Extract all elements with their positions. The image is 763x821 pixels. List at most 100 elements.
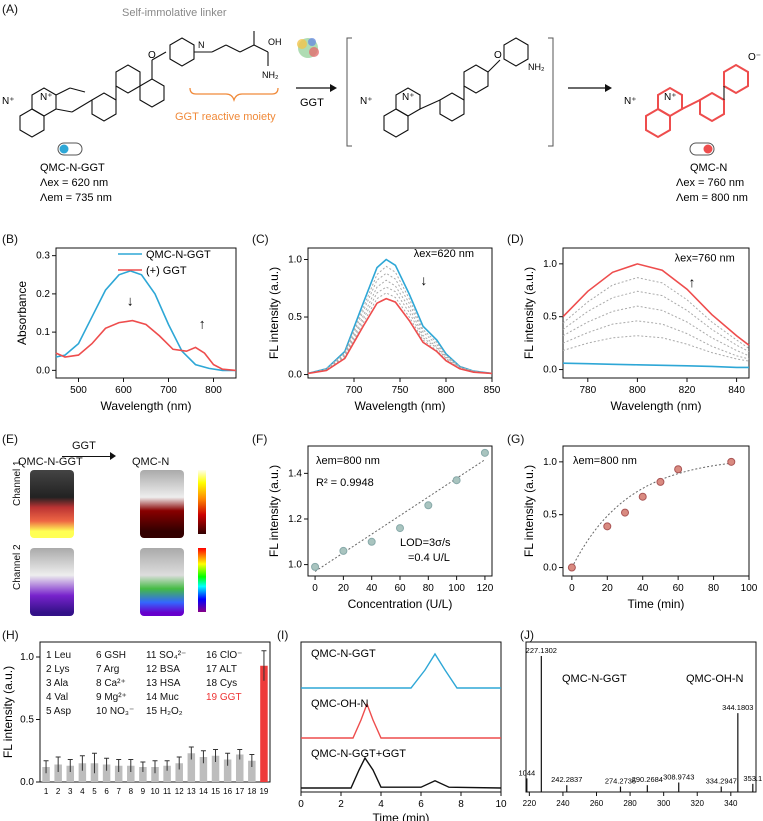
up-arrow: ↑ — [688, 274, 695, 290]
x-tick-label: 9 — [141, 787, 146, 796]
legend-item: 18 Cys — [206, 678, 237, 689]
enzyme-icon — [297, 38, 319, 58]
x-tick-label: 8 — [129, 787, 134, 796]
series-line-end — [562, 263, 750, 346]
svg-text:O⁻: O⁻ — [748, 52, 761, 63]
channel-2-label: Channel 2 — [12, 544, 23, 590]
product-name: QMC-N — [690, 162, 727, 174]
x-tick-label: 500 — [70, 385, 87, 396]
xanthene-ring-1 — [91, 92, 117, 122]
x-tick-label: 1 — [44, 787, 49, 796]
tube-probe-ch2 — [30, 548, 74, 616]
x-tick-label: 820 — [679, 385, 696, 396]
x-tick-label: 19 — [259, 787, 268, 796]
panel-label-b: (B) — [2, 232, 18, 246]
x-tick-label: 14 — [199, 787, 208, 796]
chart-absorbance: 500 600 700 800 0.0 0.1 0.2 0.3 Wavelength (nm) A… — [15, 247, 237, 413]
probe-em: Λem = 735 nm — [40, 192, 112, 204]
x-tick-label: 800 — [205, 385, 222, 396]
bar — [235, 754, 244, 782]
fit-curve — [571, 462, 732, 568]
y-tick-label: 0.0 — [543, 563, 557, 574]
probe-name: QMC-N-GGT — [40, 162, 105, 174]
series-line-qmc-n-ggt — [55, 270, 236, 372]
series-line-start — [307, 258, 493, 375]
svg-text:N⁺: N⁺ — [664, 92, 677, 103]
y-axis-label: Absorbance — [15, 281, 29, 345]
legend-item: 8 Ca²⁺ — [96, 678, 126, 689]
annotation: λem=800 nm — [573, 455, 637, 467]
legend-item: 2 Lys — [46, 664, 70, 675]
plot-frame — [562, 445, 750, 577]
chart-hplc: 0 2 4 6 8 10 Time (min) QMC-N-GGT QMC-OH-N QMC-N-… — [298, 641, 507, 821]
bar — [175, 763, 183, 782]
plot-frame — [55, 247, 237, 379]
y-tick-label: 1.0 — [288, 560, 302, 571]
data-point — [603, 522, 612, 531]
data-point — [367, 537, 376, 546]
x-axis-label: Time (min) — [628, 597, 685, 611]
x-tick-label: 20 — [338, 583, 350, 594]
bar — [78, 763, 87, 782]
peak-label: 227.1302 — [526, 646, 557, 655]
x-tick-label: 10 — [495, 799, 507, 810]
svg-text:N⁺: N⁺ — [402, 92, 415, 103]
panel-label-a: (A) — [2, 2, 18, 16]
x-tick-label: 80 — [423, 583, 435, 594]
legend-item: 10 NO₃⁻ — [96, 706, 134, 717]
panel-label-i: (I) — [277, 628, 289, 642]
colorbar-ch1 — [198, 470, 206, 534]
data-point — [339, 546, 348, 555]
chart-time-course: 0 20 40 60 80 100 0.0 0.5 1.0 Time (min) FL intens… — [522, 445, 758, 611]
legend-item: 3 Ala — [46, 678, 69, 689]
y-tick-label: 0.3 — [36, 251, 50, 262]
y-axis-label: FL intensity (a.u.) — [1, 666, 15, 758]
peak-label: 1044 — [518, 768, 535, 777]
x-tick-label: 320 — [691, 799, 705, 808]
x-tick-label: 840 — [728, 385, 745, 396]
amine-nh2: NH₂ — [262, 70, 279, 80]
bar — [151, 767, 159, 782]
trace-label: QMC-OH-N — [311, 698, 368, 710]
x-tick-label: 0 — [312, 583, 318, 594]
peak-label: 353.1 — [743, 774, 762, 783]
x-tick-label: 800 — [629, 385, 646, 396]
y-tick-label: 0.5 — [20, 715, 34, 726]
peak-label: 290.2684 — [632, 775, 663, 784]
x-tick-label: 340 — [724, 799, 738, 808]
panel-label-d: (D) — [507, 232, 524, 246]
benzyl-ring — [169, 37, 195, 67]
y-tick-label: 0.0 — [20, 777, 34, 788]
x-tick-label: 120 — [477, 583, 494, 594]
series-line-t3 — [307, 279, 493, 374]
peak-label: 344.1803 — [722, 703, 753, 712]
x-axis-label: Wavelength (nm) — [611, 399, 702, 413]
down-arrow: ↓ — [127, 292, 134, 308]
carboxyl-oh: OH — [268, 37, 282, 47]
legend-item: 16 ClO⁻ — [206, 650, 242, 661]
chromatogram-qmc-n-ggt-ggt — [301, 756, 502, 789]
x-tick-label: 780 — [579, 385, 596, 396]
svg-text:NH₂: NH₂ — [528, 62, 545, 72]
peak-label: 334.2947 — [706, 777, 737, 786]
y-tick-label: 0.1 — [36, 327, 50, 338]
x-tick-label: 60 — [673, 583, 685, 594]
x-tick-label: 2 — [338, 799, 344, 810]
y-axis-label: FL intensity (a.u.) — [267, 465, 281, 557]
trace-label: QMC-N-GGT — [311, 648, 376, 660]
annotation: λem=800 nm — [316, 455, 380, 467]
chart-mass-spec: 220 240 260 280 300 320 340 1044 227.1302 242.283… — [518, 641, 762, 808]
amide-n: N — [198, 40, 205, 50]
x-tick-label: 260 — [590, 799, 604, 808]
y-tick-label: 0.5 — [543, 510, 557, 521]
panel-label-c: (C) — [252, 232, 269, 246]
legend-item: 5 Asp — [46, 706, 71, 717]
legend-item: 15 H₂O₂ — [146, 706, 183, 717]
y-axis-label: FL intensity (a.u.) — [267, 267, 281, 359]
series-line--ggt — [55, 319, 237, 372]
legend-item: 19 GGT — [206, 692, 242, 703]
bar — [260, 665, 268, 782]
reactive-moiety-bracket — [189, 87, 279, 103]
x-tick-label: 100 — [741, 583, 758, 594]
quinolinium-benzo-ring — [19, 108, 45, 138]
